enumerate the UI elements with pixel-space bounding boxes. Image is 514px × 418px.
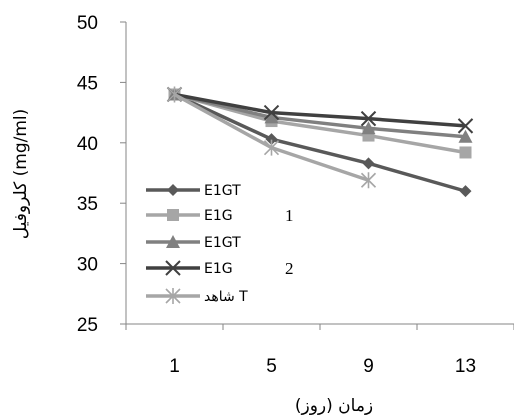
legend-marker (166, 235, 180, 248)
legend-entry: E1G (146, 208, 233, 224)
legend-marker (167, 209, 179, 221)
data-point (263, 139, 280, 156)
y-axis-title: کلروفیل (mg/ml) (11, 109, 31, 239)
series-5 (166, 86, 377, 189)
chart-axes (125, 22, 514, 325)
x-axis-title: زمان (روز) (295, 396, 373, 416)
legend-label: E1G (204, 208, 233, 224)
x-tick-label: 13 (455, 356, 476, 377)
y-tick-label: 45 (77, 73, 98, 94)
series-line (174, 92, 466, 128)
data-point (459, 146, 472, 159)
data-point (361, 121, 376, 135)
data-point (459, 185, 472, 198)
y-tick-label: 35 (77, 194, 98, 215)
y-tick-label: 30 (77, 255, 98, 276)
legend-marker (165, 288, 181, 304)
data-point (360, 110, 377, 127)
data-point (264, 110, 279, 124)
legend-entry: شاهد T (146, 288, 248, 305)
x-tick-label: 9 (363, 356, 374, 377)
data-point (263, 104, 280, 121)
legend-label: E1G (204, 261, 233, 277)
series-4 (166, 86, 474, 134)
legend-marker (167, 184, 179, 196)
series-line (174, 92, 466, 139)
series-layer (166, 86, 474, 198)
series-line (173, 92, 466, 193)
legend: E1GT E1G E1GT E1G شاهد T 1 2 (146, 183, 294, 305)
x-tick-label: 1 (169, 356, 180, 377)
legend-annotation: 2 (285, 259, 294, 278)
x-axis-ticks: 1 5 9 13 (125, 324, 514, 377)
y-axis-ticks: 25 30 35 40 45 50 (77, 13, 126, 336)
legend-entry: E1GT (146, 235, 241, 251)
y-tick-label: 25 (77, 315, 98, 336)
legend-label: E1GT (204, 183, 241, 199)
data-point (458, 129, 473, 143)
data-point (457, 118, 474, 134)
series-line (174, 92, 466, 155)
data-point (265, 133, 278, 146)
legend-label: E1GT (204, 235, 241, 251)
y-tick-label: 50 (77, 13, 98, 34)
data-point (166, 86, 183, 103)
data-point (360, 172, 377, 189)
data-point (362, 157, 375, 170)
x-tick-label: 5 (266, 356, 277, 377)
legend-label: شاهد T (204, 289, 248, 305)
y-tick-label: 40 (77, 134, 98, 155)
legend-marker (165, 260, 181, 276)
legend-annotation: 1 (285, 206, 294, 225)
legend-entry: E1GT (146, 183, 241, 199)
legend-entry: E1G (146, 260, 233, 277)
